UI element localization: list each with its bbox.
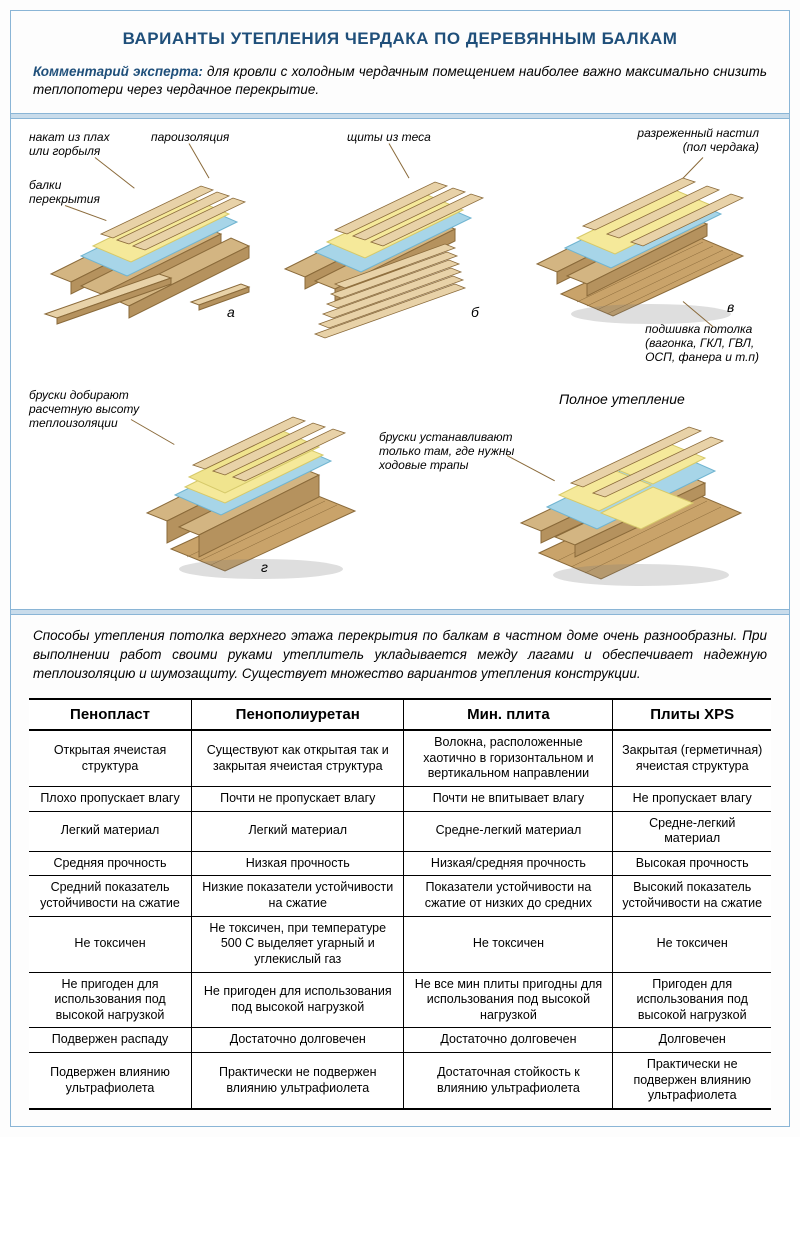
table-cell: Плохо пропускает влагу: [29, 786, 192, 811]
table-cell: Показатели устойчивости на сжатие от низ…: [404, 876, 613, 916]
diagram-letter-g: г: [261, 559, 268, 575]
table-cell: Не токсичен: [404, 916, 613, 972]
table-cell: Высокая прочность: [613, 851, 771, 876]
table-cell: Легкий материал: [192, 811, 404, 851]
table-cell: Почти не впитывает влагу: [404, 786, 613, 811]
table-cell: Средне-легкий материал: [613, 811, 771, 851]
table-cell: Не токсичен, при температуре 500 С выдел…: [192, 916, 404, 972]
label-podshivka: подшивка потолка(вагонка, ГКЛ, ГВЛ,ОСП, …: [645, 323, 759, 364]
table-cell: Не токсичен: [613, 916, 771, 972]
table-row: Не токсиченНе токсичен, при температуре …: [29, 916, 771, 972]
diagram-letter-a: а: [227, 304, 235, 320]
label-polnoe: Полное утепление: [559, 391, 685, 407]
table-cell: Не пропускает влагу: [613, 786, 771, 811]
table-cell: Закрытая (герметичная) ячеистая структур…: [613, 730, 771, 786]
diagram-letter-v: в: [727, 299, 734, 315]
page: ВАРИАНТЫ УТЕПЛЕНИЯ ЧЕРДАКА ПО ДЕРЕВЯННЫМ…: [0, 0, 800, 1137]
table-cell: Не пригоден для использования под высоко…: [192, 972, 404, 1028]
label-bruski-trapy: бруски устанавливаюттолько там, где нужн…: [379, 431, 514, 472]
table-row: Плохо пропускает влагуПочти не пропускае…: [29, 786, 771, 811]
comparison-table: Пенопласт Пенополиуретан Мин. плита Плит…: [29, 698, 771, 1110]
diagram-panel-b: [275, 164, 495, 354]
col-header: Плиты XPS: [613, 699, 771, 730]
expert-comment: Комментарий эксперта: для кровли с холод…: [11, 63, 789, 113]
table-row: Подвержен влиянию ультрафиолетаПрактичес…: [29, 1053, 771, 1109]
label-paroizol: пароизоляция: [151, 131, 229, 145]
label-nakat: накат из плахили горбыля: [29, 131, 110, 159]
comment-label: Комментарий эксперта:: [33, 64, 203, 79]
table-cell: Практически не подвержен влиянию ультраф…: [613, 1053, 771, 1109]
col-header: Пенопласт: [29, 699, 192, 730]
page-title: ВАРИАНТЫ УТЕПЛЕНИЯ ЧЕРДАКА ПО ДЕРЕВЯННЫМ…: [11, 11, 789, 63]
table-cell: Низкие показатели устойчивости на сжатие: [192, 876, 404, 916]
description-text: Способы утепления потолка верхнего этажа…: [11, 615, 789, 698]
table-header-row: Пенопласт Пенополиуретан Мин. плита Плит…: [29, 699, 771, 730]
col-header: Пенополиуретан: [192, 699, 404, 730]
content-frame: ВАРИАНТЫ УТЕПЛЕНИЯ ЧЕРДАКА ПО ДЕРЕВЯННЫМ…: [10, 10, 790, 1127]
diagram-panel-full: [501, 413, 751, 593]
table-row: Легкий материалЛегкий материалСредне-лег…: [29, 811, 771, 851]
table-cell: Низкая/средняя прочность: [404, 851, 613, 876]
table-row: Средняя прочностьНизкая прочностьНизкая/…: [29, 851, 771, 876]
table-cell: Подвержен распаду: [29, 1028, 192, 1053]
table-cell: Высокий показатель устойчивости на сжати…: [613, 876, 771, 916]
table-row: Подвержен распадуДостаточно долговеченДо…: [29, 1028, 771, 1053]
table-cell: Средний показатель устойчивости на сжати…: [29, 876, 192, 916]
table-cell: Не токсичен: [29, 916, 192, 972]
label-bruski-vysota: бруски добираютрасчетную высотутеплоизол…: [29, 389, 139, 430]
col-header: Мин. плита: [404, 699, 613, 730]
table-row: Средний показатель устойчивости на сжати…: [29, 876, 771, 916]
table-cell: Практически не подвержен влиянию ультраф…: [192, 1053, 404, 1109]
table-cell: Существуют как открытая так и закрытая я…: [192, 730, 404, 786]
table-cell: Долговечен: [613, 1028, 771, 1053]
table-cell: Не пригоден для использования под высоко…: [29, 972, 192, 1028]
table-cell: Не все мин плиты пригодны для использова…: [404, 972, 613, 1028]
table-cell: Подвержен влиянию ультрафиолета: [29, 1053, 192, 1109]
diagram-panel-g: [131, 409, 361, 589]
diagram-letter-b: б: [471, 304, 479, 320]
table-cell: Достаточно долговечен: [404, 1028, 613, 1053]
table-cell: Достаточная стойкость к влиянию ультрафи…: [404, 1053, 613, 1109]
comparison-table-wrap: Пенопласт Пенополиуретан Мин. плита Плит…: [11, 698, 789, 1126]
table-cell: Средняя прочность: [29, 851, 192, 876]
diagram-panel-v: [521, 164, 751, 334]
table-cell: Средне-легкий материал: [404, 811, 613, 851]
table-row: Открытая ячеистая структураСуществуют ка…: [29, 730, 771, 786]
table-cell: Почти не пропускает влагу: [192, 786, 404, 811]
table-cell: Достаточно долговечен: [192, 1028, 404, 1053]
table-row: Не пригоден для использования под высоко…: [29, 972, 771, 1028]
table-cell: Пригоден для использования под высокой н…: [613, 972, 771, 1028]
diagram-panel-a: [41, 164, 251, 334]
diagram-area: накат из плахили горбыля пароизоляция щи…: [11, 119, 789, 609]
table-cell: Волокна, расположенные хаотично в горизо…: [404, 730, 613, 786]
table-cell: Открытая ячеистая структура: [29, 730, 192, 786]
table-cell: Легкий материал: [29, 811, 192, 851]
label-nastil: разреженный настил(пол чердака): [637, 127, 759, 155]
table-cell: Низкая прочность: [192, 851, 404, 876]
